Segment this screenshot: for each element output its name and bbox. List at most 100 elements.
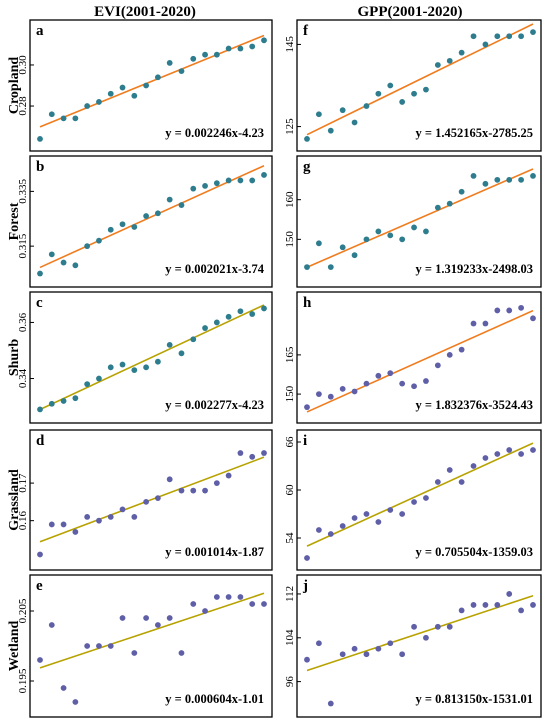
panel-frame [29,291,273,424]
data-point [399,236,406,243]
panel-frame [296,155,542,288]
y-tick-label: 0.36 [17,312,29,332]
data-point [375,645,382,652]
row-label-grassland: Grassland [7,469,22,531]
data-point [249,43,256,50]
data-point [119,361,126,368]
data-point [249,453,256,460]
regression-equation: y = 0.002277x-4.23 [165,398,264,412]
data-point [225,177,232,184]
data-point [327,700,334,707]
panel-frame [29,574,273,718]
data-point [190,55,197,62]
data-point [261,305,267,312]
panel-letter: h [303,295,312,311]
data-point [387,232,394,239]
data-point [190,336,197,343]
data-point [237,594,244,600]
panel-f: 125 145 f y = 1.452165x-2785.25 [284,19,542,152]
data-point [202,608,208,614]
y-tick-label: 145 [284,36,296,53]
row-label-wetland: Wetland [7,621,22,672]
data-point [213,319,220,326]
row-label-forest: Forest [7,202,22,240]
panel-frame [296,574,542,718]
data-point [375,519,382,525]
panel-j: 96 104 112 j y = 0.813150x-1531.01 [284,574,542,718]
data-point [178,68,185,75]
data-point [143,82,150,89]
data-point [434,623,441,630]
data-point [225,594,232,600]
data-point [190,487,197,494]
data-point [166,60,173,66]
regression-equation: y = 0.002021x-3.74 [165,262,265,276]
data-point [530,29,536,36]
data-point [60,685,67,691]
data-point [166,341,173,348]
trend-line [39,164,265,269]
trend-line [39,592,265,669]
data-point [178,350,185,357]
data-point [506,33,513,40]
trend-line [39,34,265,128]
data-point [202,325,208,331]
regression-equation: y = 0.001014x-1.87 [165,545,264,559]
panel-letter: d [36,433,45,449]
data-point [304,555,310,561]
y-tick-label: 112 [284,586,296,602]
data-point [202,51,208,58]
data-point [261,601,267,607]
data-point [470,172,477,179]
data-point [225,472,232,479]
data-point [166,196,173,203]
data-point [470,320,477,327]
data-point [166,615,173,621]
data-point [72,395,79,402]
data-point [119,221,126,228]
data-point [518,607,525,614]
data-point [143,364,150,371]
data-point [530,315,536,322]
data-point [351,515,358,521]
data-point [48,622,55,628]
panel-frame [29,155,273,288]
data-point [315,640,322,647]
data-point [84,514,91,520]
data-point [84,643,91,649]
y-tick-label: 60 [284,484,296,496]
panel-b: 0.315 0.335 b y = 0.002021x-3.74 Forest [7,155,273,288]
data-point [339,651,346,658]
data-point [530,602,536,608]
panel-frame [296,19,542,152]
data-point [213,180,220,187]
data-point [375,228,382,235]
data-point [304,656,310,663]
data-point [178,487,185,494]
data-point [119,506,126,513]
panel-letter: e [36,578,43,594]
data-point [315,391,322,397]
data-point [48,521,55,528]
data-point [225,45,232,52]
data-point [48,400,55,407]
panel-frame [29,429,273,571]
panel-e: 0.195 0.205 e y = 0.000604x-1.01 Wetland [7,574,273,718]
data-point [48,111,55,118]
panel-letter: a [36,23,44,39]
data-point [351,119,358,126]
y-tick-label: 0.205 [17,598,29,623]
data-point [190,185,197,192]
y-tick-label: 96 [284,676,296,688]
data-point [363,511,370,517]
data-point [166,476,173,483]
data-point [458,479,465,485]
data-point [84,103,91,109]
regression-equation: y = 1.832376x-3524.43 [415,398,533,412]
data-point [494,451,501,457]
data-point [213,594,220,600]
data-point [399,99,406,105]
data-point [48,251,55,258]
data-point [96,237,102,244]
data-point [37,270,43,277]
